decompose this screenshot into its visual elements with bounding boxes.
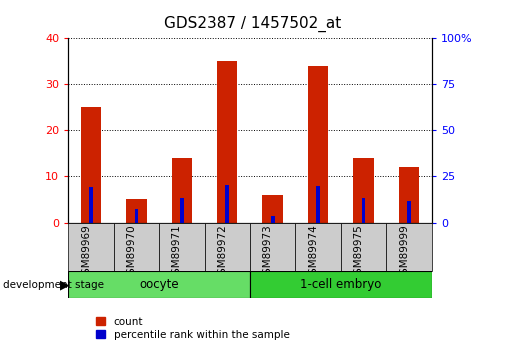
- Text: GSM89969: GSM89969: [81, 224, 91, 281]
- Bar: [341, 223, 386, 271]
- Bar: [114, 223, 159, 271]
- Bar: [159, 223, 205, 271]
- Bar: [250, 223, 295, 271]
- Bar: [217, 61, 237, 223]
- Bar: [172, 158, 192, 223]
- Bar: [134, 209, 138, 223]
- Text: GSM89970: GSM89970: [126, 224, 136, 280]
- Text: GSM89974: GSM89974: [308, 224, 318, 281]
- Legend: count, percentile rank within the sample: count, percentile rank within the sample: [96, 317, 290, 340]
- Bar: [407, 201, 411, 223]
- Bar: [68, 271, 250, 298]
- Bar: [205, 223, 250, 271]
- Text: GSM89975: GSM89975: [354, 224, 364, 281]
- Bar: [362, 198, 366, 223]
- Text: development stage: development stage: [3, 280, 104, 289]
- Bar: [225, 185, 229, 223]
- Bar: [295, 223, 341, 271]
- Text: GSM89973: GSM89973: [263, 224, 273, 281]
- Bar: [399, 167, 419, 223]
- Bar: [180, 198, 184, 223]
- Bar: [89, 187, 93, 223]
- Text: 1-cell embryo: 1-cell embryo: [300, 278, 382, 291]
- Bar: [68, 223, 114, 271]
- Text: GSM89971: GSM89971: [172, 224, 182, 281]
- Bar: [316, 186, 320, 223]
- Bar: [263, 195, 283, 223]
- Bar: [271, 216, 275, 223]
- Text: ▶: ▶: [60, 278, 69, 291]
- Bar: [250, 271, 432, 298]
- Text: GSM89999: GSM89999: [399, 224, 409, 281]
- Text: GSM89972: GSM89972: [217, 224, 227, 281]
- Text: GDS2387 / 1457502_at: GDS2387 / 1457502_at: [164, 16, 341, 32]
- Bar: [308, 66, 328, 223]
- Bar: [354, 158, 374, 223]
- Bar: [81, 107, 101, 223]
- Text: oocyte: oocyte: [139, 278, 179, 291]
- Bar: [126, 199, 146, 223]
- Bar: [386, 223, 432, 271]
